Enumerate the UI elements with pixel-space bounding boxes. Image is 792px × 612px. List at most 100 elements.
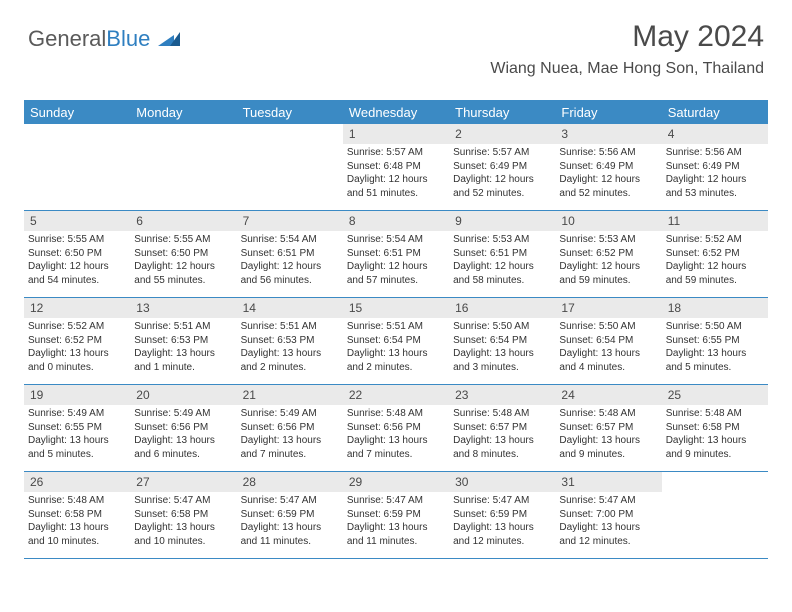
day-sunrise: Sunrise: 5:51 AM: [241, 320, 339, 334]
day-cell: 16Sunrise: 5:50 AMSunset: 6:54 PMDayligh…: [449, 298, 555, 384]
day-daylight2: and 5 minutes.: [666, 361, 764, 375]
day-sunrise: Sunrise: 5:53 AM: [453, 233, 551, 247]
calendar-week-row: 19Sunrise: 5:49 AMSunset: 6:55 PMDayligh…: [24, 385, 768, 472]
location-text: Wiang Nuea, Mae Hong Son, Thailand: [490, 60, 764, 78]
day-number: 24: [555, 385, 661, 405]
day-cell: 30Sunrise: 5:47 AMSunset: 6:59 PMDayligh…: [449, 472, 555, 558]
day-sunset: Sunset: 6:48 PM: [347, 160, 445, 174]
day-number: 31: [555, 472, 661, 492]
day-daylight1: Daylight: 12 hours: [559, 260, 657, 274]
day-daylight2: and 59 minutes.: [559, 274, 657, 288]
day-content: Sunrise: 5:48 AMSunset: 6:58 PMDaylight:…: [24, 494, 130, 552]
day-sunset: Sunset: 6:49 PM: [453, 160, 551, 174]
day-content: Sunrise: 5:51 AMSunset: 6:53 PMDaylight:…: [237, 320, 343, 378]
day-number: 17: [555, 298, 661, 318]
day-daylight1: Daylight: 13 hours: [134, 347, 232, 361]
day-sunset: Sunset: 6:49 PM: [666, 160, 764, 174]
day-sunset: Sunset: 6:52 PM: [666, 247, 764, 261]
day-daylight1: Daylight: 13 hours: [347, 521, 445, 535]
day-daylight1: Daylight: 12 hours: [453, 260, 551, 274]
day-number: 4: [662, 124, 768, 144]
day-daylight1: Daylight: 13 hours: [241, 347, 339, 361]
day-sunset: Sunset: 6:54 PM: [453, 334, 551, 348]
day-daylight2: and 9 minutes.: [559, 448, 657, 462]
day-content: Sunrise: 5:57 AMSunset: 6:48 PMDaylight:…: [343, 146, 449, 204]
day-daylight1: Daylight: 13 hours: [453, 521, 551, 535]
day-content: Sunrise: 5:50 AMSunset: 6:54 PMDaylight:…: [449, 320, 555, 378]
day-sunset: Sunset: 6:56 PM: [241, 421, 339, 435]
day-cell: 26Sunrise: 5:48 AMSunset: 6:58 PMDayligh…: [24, 472, 130, 558]
day-content: Sunrise: 5:50 AMSunset: 6:55 PMDaylight:…: [662, 320, 768, 378]
day-daylight1: Daylight: 13 hours: [453, 347, 551, 361]
day-daylight2: and 54 minutes.: [28, 274, 126, 288]
day-sunrise: Sunrise: 5:49 AM: [28, 407, 126, 421]
day-sunset: Sunset: 6:52 PM: [28, 334, 126, 348]
day-cell: 3Sunrise: 5:56 AMSunset: 6:49 PMDaylight…: [555, 124, 661, 210]
day-sunset: Sunset: 6:51 PM: [453, 247, 551, 261]
day-content: Sunrise: 5:49 AMSunset: 6:56 PMDaylight:…: [130, 407, 236, 465]
day-content: Sunrise: 5:54 AMSunset: 6:51 PMDaylight:…: [343, 233, 449, 291]
day-daylight2: and 4 minutes.: [559, 361, 657, 375]
day-daylight1: Daylight: 13 hours: [241, 521, 339, 535]
calendar-week-row: 5Sunrise: 5:55 AMSunset: 6:50 PMDaylight…: [24, 211, 768, 298]
day-daylight2: and 3 minutes.: [453, 361, 551, 375]
day-sunrise: Sunrise: 5:48 AM: [666, 407, 764, 421]
day-content: Sunrise: 5:55 AMSunset: 6:50 PMDaylight:…: [24, 233, 130, 291]
day-daylight1: Daylight: 13 hours: [134, 521, 232, 535]
day-daylight2: and 2 minutes.: [347, 361, 445, 375]
day-daylight1: Daylight: 13 hours: [241, 434, 339, 448]
day-daylight1: Daylight: 13 hours: [559, 347, 657, 361]
day-daylight2: and 57 minutes.: [347, 274, 445, 288]
day-sunrise: Sunrise: 5:51 AM: [347, 320, 445, 334]
day-number: 10: [555, 211, 661, 231]
day-daylight2: and 2 minutes.: [241, 361, 339, 375]
day-sunrise: Sunrise: 5:47 AM: [347, 494, 445, 508]
day-content: Sunrise: 5:47 AMSunset: 6:59 PMDaylight:…: [343, 494, 449, 552]
day-number: 7: [237, 211, 343, 231]
day-daylight1: Daylight: 13 hours: [28, 521, 126, 535]
day-daylight2: and 51 minutes.: [347, 187, 445, 201]
day-sunset: Sunset: 6:59 PM: [347, 508, 445, 522]
calendar-week-row: 1Sunrise: 5:57 AMSunset: 6:48 PMDaylight…: [24, 124, 768, 211]
day-sunrise: Sunrise: 5:52 AM: [28, 320, 126, 334]
calendar-table: Sunday Monday Tuesday Wednesday Thursday…: [24, 100, 768, 559]
day-number: 6: [130, 211, 236, 231]
day-header: Sunday: [24, 105, 130, 120]
day-daylight1: Daylight: 12 hours: [134, 260, 232, 274]
day-content: Sunrise: 5:56 AMSunset: 6:49 PMDaylight:…: [555, 146, 661, 204]
day-number: 26: [24, 472, 130, 492]
page-title: May 2024: [632, 20, 764, 54]
day-sunset: Sunset: 6:58 PM: [28, 508, 126, 522]
day-sunset: Sunset: 6:55 PM: [28, 421, 126, 435]
day-content: Sunrise: 5:53 AMSunset: 6:51 PMDaylight:…: [449, 233, 555, 291]
calendar-week-row: 26Sunrise: 5:48 AMSunset: 6:58 PMDayligh…: [24, 472, 768, 559]
day-sunrise: Sunrise: 5:50 AM: [559, 320, 657, 334]
day-cell: 18Sunrise: 5:50 AMSunset: 6:55 PMDayligh…: [662, 298, 768, 384]
day-sunset: Sunset: 6:53 PM: [241, 334, 339, 348]
logo-icon: [158, 26, 180, 52]
day-number: 27: [130, 472, 236, 492]
day-number: 13: [130, 298, 236, 318]
day-number: 3: [555, 124, 661, 144]
day-daylight1: Daylight: 12 hours: [666, 173, 764, 187]
day-content: Sunrise: 5:47 AMSunset: 6:59 PMDaylight:…: [237, 494, 343, 552]
day-content: Sunrise: 5:49 AMSunset: 6:56 PMDaylight:…: [237, 407, 343, 465]
day-sunset: Sunset: 6:56 PM: [347, 421, 445, 435]
day-sunset: Sunset: 6:58 PM: [666, 421, 764, 435]
day-cell: 2Sunrise: 5:57 AMSunset: 6:49 PMDaylight…: [449, 124, 555, 210]
day-sunrise: Sunrise: 5:47 AM: [241, 494, 339, 508]
day-sunset: Sunset: 7:00 PM: [559, 508, 657, 522]
day-sunrise: Sunrise: 5:54 AM: [347, 233, 445, 247]
logo-text-part2: Blue: [106, 26, 150, 51]
day-daylight1: Daylight: 12 hours: [241, 260, 339, 274]
day-sunrise: Sunrise: 5:48 AM: [28, 494, 126, 508]
day-daylight1: Daylight: 12 hours: [453, 173, 551, 187]
day-number: 16: [449, 298, 555, 318]
day-daylight2: and 9 minutes.: [666, 448, 764, 462]
day-content: Sunrise: 5:57 AMSunset: 6:49 PMDaylight:…: [449, 146, 555, 204]
day-sunset: Sunset: 6:49 PM: [559, 160, 657, 174]
calendar-header-row: Sunday Monday Tuesday Wednesday Thursday…: [24, 100, 768, 124]
day-daylight2: and 53 minutes.: [666, 187, 764, 201]
day-cell: 8Sunrise: 5:54 AMSunset: 6:51 PMDaylight…: [343, 211, 449, 297]
day-daylight2: and 52 minutes.: [453, 187, 551, 201]
